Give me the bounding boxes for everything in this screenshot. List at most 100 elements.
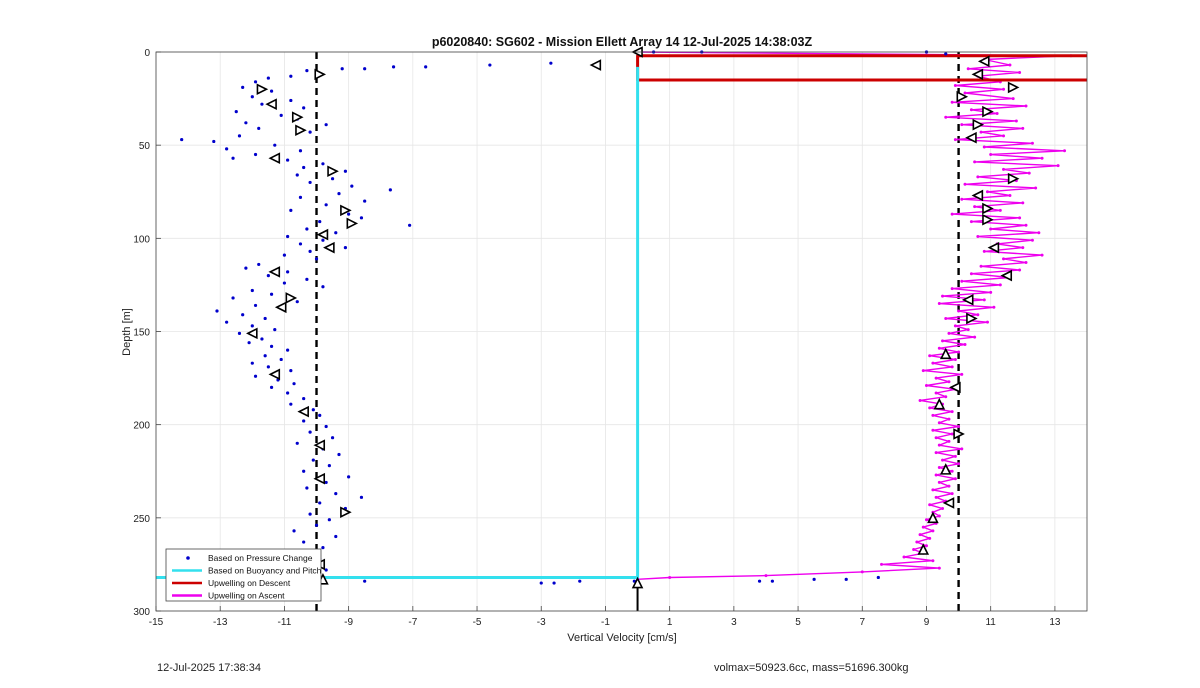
ascent-point xyxy=(982,145,986,149)
pressure-change-point xyxy=(770,579,774,583)
ascent-point xyxy=(960,279,964,283)
pressure-change-point xyxy=(266,76,270,80)
footer-mass-info: volmax=50923.6cc, mass=51696.300kg xyxy=(714,662,909,674)
pressure-change-point xyxy=(286,158,290,162)
pressure-change-point xyxy=(305,69,309,73)
x-tick-label: -13 xyxy=(213,617,228,628)
y-tick-label: 200 xyxy=(133,421,150,432)
pressure-change-point xyxy=(305,486,309,490)
pressure-change-point xyxy=(286,391,290,395)
pressure-change-point xyxy=(318,219,322,224)
pressure-change-point xyxy=(237,331,242,335)
triangle-marker xyxy=(971,68,984,81)
ascent-point xyxy=(924,544,928,548)
ascent-point xyxy=(924,384,928,388)
ascent-point xyxy=(921,525,925,529)
ascent-point xyxy=(950,432,954,436)
pressure-change-point xyxy=(269,89,274,93)
pressure-change-point xyxy=(295,441,299,445)
ascent-point xyxy=(950,365,954,369)
ascent-point xyxy=(950,287,954,291)
triangle-marker xyxy=(323,241,335,254)
x-tick-label: 1 xyxy=(667,617,673,628)
pressure-change-point xyxy=(347,212,351,216)
triangle-marker xyxy=(268,266,281,278)
upwelling-ascent-line xyxy=(637,51,1072,580)
ascent-point xyxy=(1008,193,1012,197)
pressure-change-point xyxy=(334,534,338,539)
ascent-point xyxy=(928,503,932,507)
ascent-point xyxy=(969,272,973,276)
ascent-point xyxy=(947,380,951,384)
legend-swatch xyxy=(186,556,190,560)
pressure-change-point xyxy=(321,546,325,550)
triangle-marker xyxy=(327,165,339,178)
triangle-marker xyxy=(982,105,994,118)
ascent-point xyxy=(973,205,977,209)
x-tick-label: 7 xyxy=(859,617,865,628)
pressure-change-point xyxy=(250,361,254,365)
ascent-point xyxy=(944,115,948,119)
ascent-point xyxy=(937,302,941,306)
ascent-point xyxy=(1040,253,1044,257)
ascent-point xyxy=(928,536,932,540)
pressure-change-point xyxy=(334,492,338,496)
ascent-point xyxy=(960,372,964,376)
x-tick-label: 9 xyxy=(924,617,930,628)
legend-label: Upwelling on Ascent xyxy=(208,591,285,601)
pressure-change-point xyxy=(578,579,582,583)
ascent-point xyxy=(1034,186,1038,190)
triangle-marker xyxy=(927,511,939,524)
pressure-change-point xyxy=(289,208,293,212)
pressure-change-point xyxy=(324,568,328,572)
ascent-point xyxy=(1018,70,1022,74)
triangle-marker xyxy=(942,497,955,509)
ascent-point xyxy=(1024,261,1028,265)
ascent-point xyxy=(931,413,935,417)
ascent-point xyxy=(950,410,954,414)
ascent-point xyxy=(953,138,957,142)
ascent-point xyxy=(957,350,961,354)
pressure-change-point xyxy=(324,424,328,429)
pressure-change-point xyxy=(347,475,351,479)
pressure-change-point xyxy=(324,123,328,127)
pressure-change-point xyxy=(225,147,229,151)
ascent-point xyxy=(937,480,941,484)
x-tick-label: -3 xyxy=(537,617,546,628)
pressure-change-point xyxy=(253,374,258,378)
ascent-point xyxy=(937,514,941,518)
pressure-change-point xyxy=(314,257,319,261)
pressure-change-point xyxy=(337,452,341,457)
ascent-point xyxy=(1063,149,1067,153)
pressure-change-point xyxy=(273,143,277,147)
ascent-point xyxy=(1002,257,1006,261)
ascent-point xyxy=(928,406,932,410)
ascent-point xyxy=(937,566,941,570)
ascent-point xyxy=(937,421,941,425)
pressure-change-point xyxy=(260,337,264,341)
pressure-change-point xyxy=(321,238,325,242)
pressure-change-point xyxy=(266,365,270,369)
y-tick-label: 100 xyxy=(133,234,150,245)
pressure-change-point xyxy=(330,436,335,440)
pressure-change-point xyxy=(321,285,325,289)
ascent-point xyxy=(931,559,935,563)
ascent-point xyxy=(934,473,938,477)
x-axis-label: Vertical Velocity [cm/s] xyxy=(567,632,676,644)
triangle-marker xyxy=(1007,172,1020,185)
pressure-change-point xyxy=(231,296,235,300)
ascent-point xyxy=(989,152,993,156)
pressure-change-point xyxy=(215,309,219,313)
ascent-point xyxy=(915,540,919,544)
y-tick-label: 50 xyxy=(139,141,151,152)
pressure-change-point xyxy=(391,65,396,69)
x-tick-label: 11 xyxy=(985,617,996,628)
legend-label: Based on Buoyancy and Pitch xyxy=(208,566,322,576)
ascent-point xyxy=(969,108,973,112)
ascent-point xyxy=(1002,167,1006,171)
legend-box xyxy=(165,548,322,602)
pressure-change-point xyxy=(308,430,312,434)
pressure-change-point xyxy=(180,137,184,142)
pressure-change-point xyxy=(253,80,258,84)
triangle-marker xyxy=(340,506,352,519)
